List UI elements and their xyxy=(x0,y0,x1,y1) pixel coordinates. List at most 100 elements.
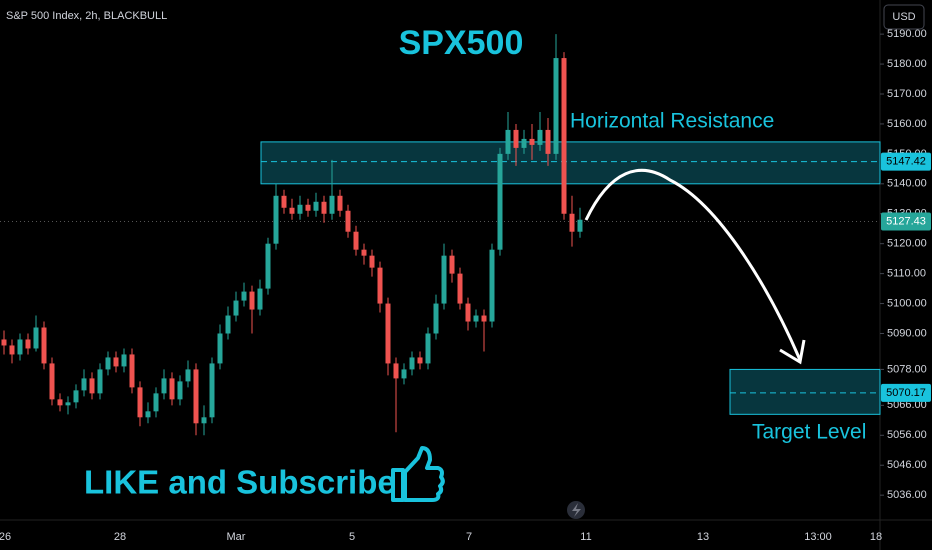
candle-body xyxy=(225,315,231,334)
candle-body xyxy=(441,255,447,304)
y-tick-label: 5046.00 xyxy=(887,459,927,471)
y-tick-label: 5180.00 xyxy=(887,58,927,70)
candle-body xyxy=(97,369,103,394)
candle-body xyxy=(289,207,295,214)
candle-body xyxy=(497,153,503,250)
candle-body xyxy=(569,213,575,232)
candle-body xyxy=(505,129,511,154)
candle-body xyxy=(449,255,455,274)
candle-body xyxy=(33,327,39,349)
candle-body xyxy=(481,315,487,322)
price-label: 5070.17 xyxy=(886,387,926,399)
candle-body xyxy=(161,378,167,394)
candle-body xyxy=(153,393,159,412)
x-tick-label: Mar xyxy=(227,531,246,543)
price-label: 5147.42 xyxy=(886,156,926,168)
thumbs-up-icon xyxy=(391,446,445,502)
arrow-head xyxy=(779,339,806,365)
x-tick-label: 11 xyxy=(580,531,591,543)
candle-body xyxy=(577,219,583,232)
x-tick-label: 13 xyxy=(697,531,709,543)
y-tick-label: 5140.00 xyxy=(887,178,927,190)
y-tick-label: 5078.00 xyxy=(887,363,927,375)
y-tick-label: 5170.00 xyxy=(887,88,927,100)
candle-body xyxy=(73,390,79,403)
x-tick-label: 26 xyxy=(0,531,11,543)
currency-button[interactable] xyxy=(883,4,925,30)
y-tick-label: 5190.00 xyxy=(887,28,927,40)
candle-body xyxy=(401,369,407,379)
candle-body xyxy=(417,357,423,364)
candle-body xyxy=(465,303,471,322)
candle-body xyxy=(297,204,303,214)
candle-body xyxy=(281,195,287,208)
event-icon-glyph xyxy=(572,503,581,517)
price-label-box xyxy=(881,212,931,231)
x-tick-label: 28 xyxy=(114,531,126,543)
candle-body xyxy=(25,339,31,349)
x-tick-label: 18 xyxy=(870,531,882,543)
candle-body xyxy=(393,363,399,379)
candle-body xyxy=(529,138,535,145)
resistance-zone xyxy=(260,141,881,185)
candle-body xyxy=(145,411,151,418)
candle-body xyxy=(81,378,87,391)
candle-body xyxy=(113,357,119,367)
candle-body xyxy=(233,300,239,316)
candle-body xyxy=(409,357,415,370)
candle-body xyxy=(337,195,343,211)
candle-body xyxy=(241,291,247,301)
candle-body xyxy=(177,381,183,400)
candle-body xyxy=(193,369,199,424)
candle-body xyxy=(89,378,95,394)
candle-body xyxy=(249,291,255,310)
x-tick-label: 13:00 xyxy=(804,531,832,543)
price-label-box xyxy=(881,152,931,171)
candle-body xyxy=(265,243,271,289)
candle-body xyxy=(65,402,71,406)
candle-body xyxy=(17,339,23,355)
x-tick-label: 5 xyxy=(349,531,355,543)
y-tick-label: 5036.00 xyxy=(887,489,927,501)
cta-text: LIKE and Subscribe xyxy=(84,464,396,501)
symbol-title: S&P 500 Index, 2h, BLACKBULL xyxy=(6,10,167,22)
y-tick-label: 5056.00 xyxy=(887,429,927,441)
candle-body xyxy=(273,195,279,244)
candle-body xyxy=(425,333,431,364)
candle-body xyxy=(137,387,143,418)
candle-body xyxy=(41,327,47,364)
candle-body xyxy=(185,369,191,382)
candle-body xyxy=(353,231,359,250)
candle-body xyxy=(121,354,127,367)
candle-body xyxy=(513,129,519,148)
candle-body xyxy=(433,303,439,334)
candle-body xyxy=(313,201,319,211)
currency[interactable]: USD xyxy=(892,11,915,23)
candle-body xyxy=(537,129,543,145)
candle-body xyxy=(201,417,207,424)
forecast-arrow xyxy=(584,168,802,361)
candle-body xyxy=(345,210,351,232)
candle-body xyxy=(49,363,55,400)
candle-body xyxy=(169,378,175,400)
headline: SPX500 xyxy=(399,24,524,62)
y-tick-label: 5100.00 xyxy=(887,297,927,309)
candle-body xyxy=(217,333,223,364)
target-label: Target Level xyxy=(752,421,866,444)
candle-body xyxy=(257,288,263,310)
candle-body xyxy=(561,58,567,214)
candle-body xyxy=(321,201,327,214)
candle-body xyxy=(553,58,559,154)
y-tick-label: 5120.00 xyxy=(887,238,927,250)
y-tick-label: 5110.00 xyxy=(887,268,926,280)
price-label-box xyxy=(881,383,931,402)
candle-body xyxy=(457,273,463,304)
candle-body xyxy=(361,249,367,256)
resistance-label: Horizontal Resistance xyxy=(570,110,774,133)
candle-body xyxy=(305,204,311,211)
candle-body xyxy=(57,399,63,406)
candle-body xyxy=(369,255,375,268)
candle-body xyxy=(105,357,111,370)
y-tick-label: 5090.00 xyxy=(887,327,927,339)
